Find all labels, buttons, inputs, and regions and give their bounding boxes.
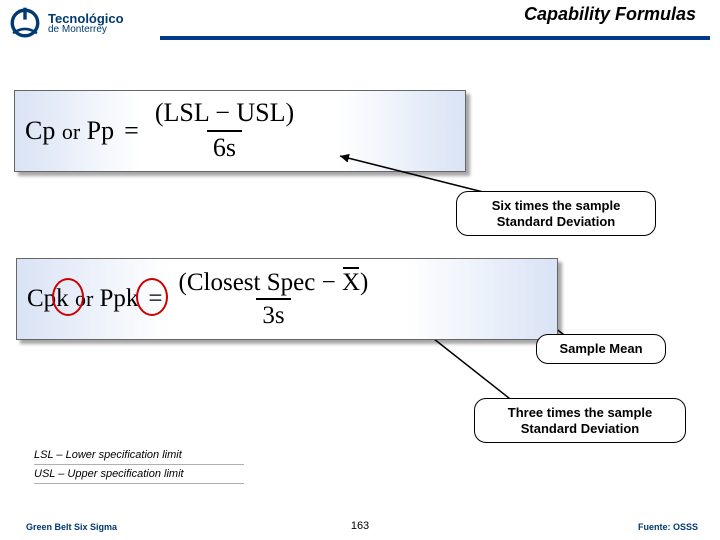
callout3-line1: Three times the sample: [508, 405, 653, 420]
formula1-pp: Pp: [87, 116, 114, 145]
ring-cpk-icon: [52, 278, 84, 316]
logo-line2: de Monterrey: [48, 25, 124, 35]
formula-box-cp: Cp or Pp = (LSL − USL) 6s: [14, 90, 466, 172]
definitions: LSL – Lower specification limit USL – Up…: [34, 446, 244, 484]
formula1-cp: Cp: [25, 116, 55, 145]
formula2-numerator: (Closest Spec − X): [173, 269, 375, 299]
formula1-numerator: (LSL − USL): [149, 99, 300, 130]
formula-box-cpk: Cpk or Ppk = (Closest Spec − X) 3s: [16, 258, 558, 340]
callout-sample-mean: Sample Mean: [536, 334, 666, 364]
callout-three-times: Three times the sample Standard Deviatio…: [474, 398, 686, 443]
formula2-ppk: Ppk: [100, 285, 139, 312]
formula2-num-suffix: ): [360, 269, 368, 296]
formula1-fraction: (LSL − USL) 6s: [149, 99, 300, 162]
def-lsl: LSL – Lower specification limit: [34, 446, 244, 465]
callout1-line1: Six times the sample: [492, 198, 621, 213]
footer-page-number: 163: [351, 520, 369, 532]
formula1-lhs: Cp or Pp: [25, 116, 114, 146]
logo-line1: Tecnológico: [48, 12, 124, 25]
formula1-or: or: [62, 119, 80, 144]
callout1-line2: Standard Deviation: [497, 214, 615, 229]
callout-six-times: Six times the sample Standard Deviation: [456, 191, 656, 236]
page-title: Capability Formulas: [524, 4, 696, 25]
callout3-line2: Standard Deviation: [521, 421, 639, 436]
logo-icon: [8, 6, 42, 40]
formula2-xbar: X: [342, 269, 360, 297]
footer-left: Green Belt Six Sigma: [26, 522, 117, 532]
header-rule: [160, 36, 710, 40]
logo: Tecnológico de Monterrey: [8, 6, 124, 40]
footer-right: Fuente: OSSS: [638, 522, 698, 532]
header: Tecnológico de Monterrey Capability Form…: [0, 0, 720, 54]
ring-ppk-icon: [136, 278, 168, 316]
formula1-denominator: 6s: [207, 130, 242, 163]
formula2-fraction: (Closest Spec − X) 3s: [173, 269, 375, 330]
def-usl: USL – Upper specification limit: [34, 465, 244, 484]
formula2-num-prefix: (Closest Spec −: [179, 269, 342, 296]
callout2-text: Sample Mean: [559, 341, 642, 356]
logo-text: Tecnológico de Monterrey: [48, 12, 124, 35]
formula1-equals: =: [124, 116, 139, 146]
formula2-denominator: 3s: [256, 298, 290, 330]
